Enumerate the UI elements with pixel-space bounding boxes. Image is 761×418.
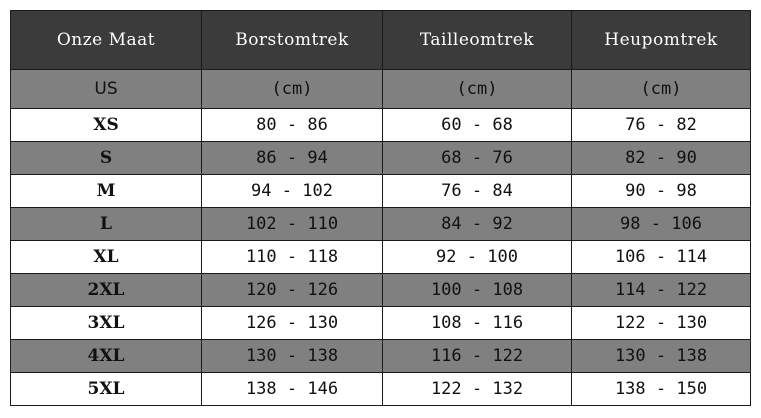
size-cell: L [10,207,202,241]
table-row: 5XL 138 - 146 122 - 132 138 - 150 [10,372,751,406]
waist-cell: 60 - 68 [382,108,572,142]
table-row: XL 110 - 118 92 - 100 106 - 114 [10,240,751,274]
size-cell: S [10,141,202,175]
header-chest: Borstomtrek [201,10,383,70]
chest-cell: 110 - 118 [201,240,383,274]
waist-cell: 68 - 76 [382,141,572,175]
unit-chest: (cm) [201,69,383,109]
waist-cell: 92 - 100 [382,240,572,274]
header-waist: Tailleomtrek [382,10,572,70]
waist-cell: 76 - 84 [382,174,572,208]
waist-cell: 122 - 132 [382,372,572,406]
unit-hip: (cm) [571,69,751,109]
hip-cell: 122 - 130 [571,306,751,340]
hip-cell: 82 - 90 [571,141,751,175]
waist-cell: 116 - 122 [382,339,572,373]
unit-row: US (cm) (cm) (cm) [10,69,751,109]
size-chart-table: Onze Maat Borstomtrek Tailleomtrek Heupo… [10,10,751,406]
table-row: L 102 - 110 84 - 92 98 - 106 [10,207,751,241]
chest-cell: 102 - 110 [201,207,383,241]
hip-cell: 76 - 82 [571,108,751,142]
table-row: S 86 - 94 68 - 76 82 - 90 [10,141,751,175]
hip-cell: 90 - 98 [571,174,751,208]
size-cell: M [10,174,202,208]
table-row: XS 80 - 86 60 - 68 76 - 82 [10,108,751,142]
hip-cell: 130 - 138 [571,339,751,373]
table-row: M 94 - 102 76 - 84 90 - 98 [10,174,751,208]
size-cell: 5XL [10,372,202,406]
table-row: 4XL 130 - 138 116 - 122 130 - 138 [10,339,751,373]
size-cell: 2XL [10,273,202,307]
chest-cell: 80 - 86 [201,108,383,142]
size-cell: XL [10,240,202,274]
table-header-row: Onze Maat Borstomtrek Tailleomtrek Heupo… [10,10,751,70]
header-size: Onze Maat [10,10,202,70]
chest-cell: 138 - 146 [201,372,383,406]
hip-cell: 98 - 106 [571,207,751,241]
header-hip: Heupomtrek [571,10,751,70]
waist-cell: 84 - 92 [382,207,572,241]
unit-size-system: US [10,69,202,109]
chest-cell: 126 - 130 [201,306,383,340]
waist-cell: 100 - 108 [382,273,572,307]
chest-cell: 130 - 138 [201,339,383,373]
chest-cell: 94 - 102 [201,174,383,208]
unit-waist: (cm) [382,69,572,109]
waist-cell: 108 - 116 [382,306,572,340]
size-cell: 3XL [10,306,202,340]
table-row: 2XL 120 - 126 100 - 108 114 - 122 [10,273,751,307]
hip-cell: 114 - 122 [571,273,751,307]
hip-cell: 138 - 150 [571,372,751,406]
chest-cell: 86 - 94 [201,141,383,175]
hip-cell: 106 - 114 [571,240,751,274]
size-cell: XS [10,108,202,142]
chest-cell: 120 - 126 [201,273,383,307]
table-row: 3XL 126 - 130 108 - 116 122 - 130 [10,306,751,340]
size-cell: 4XL [10,339,202,373]
